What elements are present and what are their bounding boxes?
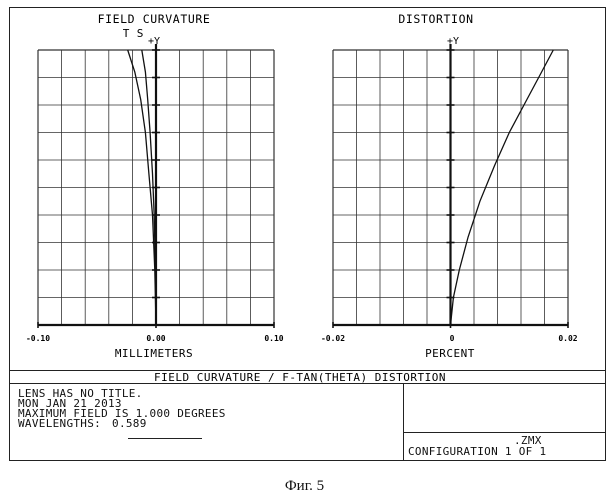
distortion-yaxis-label: +Y	[447, 36, 459, 47]
figure-caption: Фиг. 5	[0, 478, 609, 495]
field-curvature-title: FIELD CURVATURE	[98, 12, 211, 26]
distortion-tick-zero: 0	[450, 334, 455, 343]
distortion-axis-ticks	[333, 44, 568, 328]
field-curvature-tick-min: -0.10	[26, 334, 50, 343]
distortion-title: DISTORTION	[398, 12, 473, 26]
configuration-text: CONFIGURATION 1 OF 1	[408, 447, 546, 457]
info-panel-header: FIELD CURVATURE / F-TAN(THETA) DISTORTIO…	[154, 371, 446, 384]
wavelengths-line: WAVELENGTHS: 0.589	[18, 419, 147, 429]
series-label-t: T	[123, 27, 130, 40]
field-curvature-tick-zero: 0.00	[146, 334, 165, 343]
field-curvature-tick-max: 0.10	[264, 334, 283, 343]
field-curvature-yaxis-label: +Y	[148, 36, 160, 47]
field-curvature-xlabel: MILLIMETERS	[115, 347, 193, 360]
wavelengths-value: 0.589	[112, 417, 147, 430]
field-curvature-chart: FIELD CURVATURE T S +Y -0.10 0.00 0.10 M…	[26, 12, 284, 360]
distortion-tick-max: 0.02	[558, 334, 577, 343]
series-label-s: S	[137, 27, 144, 40]
distortion-tick-min: -0.02	[321, 334, 345, 343]
distortion-xlabel: PERCENT	[425, 347, 475, 360]
wavelengths-label: WAVELENGTHS:	[18, 417, 101, 430]
distortion-chart: DISTORTION +Y -0.02 0 0.02 PERCENT	[321, 12, 578, 360]
